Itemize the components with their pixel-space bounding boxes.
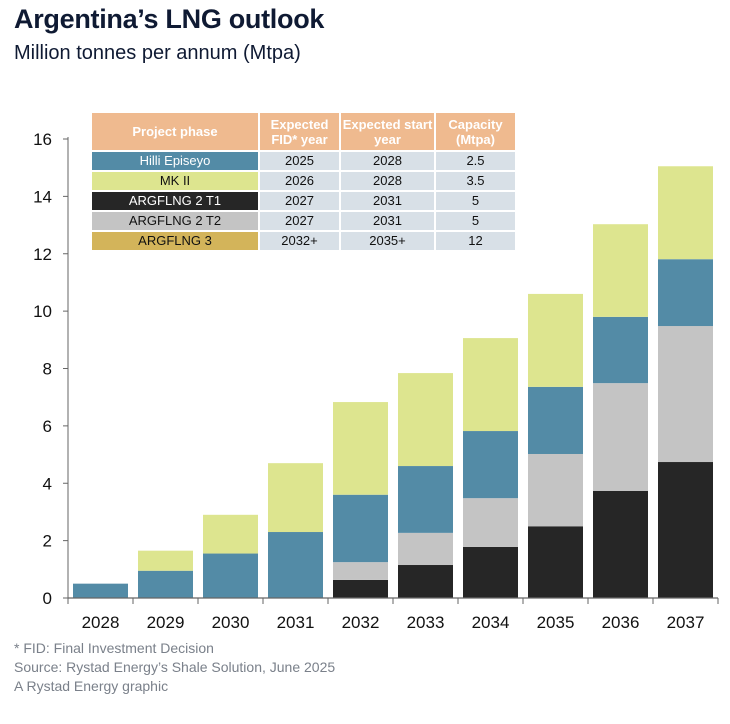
project-table: Project phase Expected FID* year Expecte… [90, 111, 517, 252]
cell-capacity: 5 [436, 192, 515, 210]
bar-segment-argflng-2-t2 [593, 383, 648, 491]
bar-segment-argflng-2-t1 [398, 565, 453, 598]
x-tick-label: 2029 [147, 613, 185, 632]
bar-segment-hilli-episeyo [138, 570, 193, 598]
y-tick-label: 2 [43, 532, 52, 551]
cell-project: ARGFLNG 2 T2 [92, 212, 258, 230]
x-tick-label: 2036 [602, 613, 640, 632]
chart-title: Argentina’s LNG outlook [14, 4, 325, 34]
cell-fid-year: 2026 [260, 172, 339, 190]
bar-segment-argflng-2-t2 [528, 453, 583, 527]
bar-segment-mk-ii [528, 293, 583, 387]
table-row: ARGFLNG 3 2032+ 2035+ 12 [92, 232, 515, 250]
x-tick-label: 2035 [537, 613, 575, 632]
x-tick-label: 2031 [277, 613, 315, 632]
y-tick-label: 0 [43, 589, 52, 608]
x-tick-label: 2028 [82, 613, 120, 632]
cell-start-year: 2028 [341, 152, 434, 170]
cell-project: MK II [92, 172, 258, 190]
table-row: ARGFLNG 2 T1 2027 2031 5 [92, 192, 515, 210]
cell-start-year: 2031 [341, 192, 434, 210]
bar-segment-hilli-episeyo [593, 316, 648, 384]
y-tick-label: 16 [33, 130, 52, 149]
cell-fid-year: 2032+ [260, 232, 339, 250]
header-capacity: Capacity (Mtpa) [436, 113, 515, 150]
bar-segment-argflng-2-t1 [463, 546, 518, 598]
bar-segment-argflng-2-t1 [658, 462, 713, 598]
x-tick-label: 2032 [342, 613, 380, 632]
cell-fid-year: 2025 [260, 152, 339, 170]
bar-segment-mk-ii [398, 373, 453, 467]
bar-segment-mk-ii [138, 550, 193, 571]
bar-segment-mk-ii [203, 514, 258, 554]
bar-segment-hilli-episeyo [398, 466, 453, 533]
bar-segment-mk-ii [463, 338, 518, 432]
bar-segment-hilli-episeyo [658, 259, 713, 327]
table-row: MK II 2026 2028 3.5 [92, 172, 515, 190]
cell-start-year: 2031 [341, 212, 434, 230]
bar-segment-hilli-episeyo [73, 583, 128, 598]
y-tick-label: 12 [33, 245, 52, 264]
footnote-source: Source: Rystad Energy’s Shale Solution, … [14, 659, 336, 675]
bar-segment-argflng-2-t1 [593, 490, 648, 598]
cell-capacity: 5 [436, 212, 515, 230]
x-tick-label: 2034 [472, 613, 510, 632]
cell-start-year: 2028 [341, 172, 434, 190]
bar-segment-hilli-episeyo [268, 532, 323, 598]
cell-capacity: 2.5 [436, 152, 515, 170]
y-tick-label: 10 [33, 302, 52, 321]
footnote-credit: A Rystad Energy graphic [14, 678, 169, 694]
cell-start-year: 2035+ [341, 232, 434, 250]
bar-segment-hilli-episeyo [203, 553, 258, 598]
bar-segment-mk-ii [593, 224, 648, 317]
x-tick-label: 2033 [407, 613, 445, 632]
bar-segment-argflng-2-t1 [333, 579, 388, 598]
header-fid-year: Expected FID* year [260, 113, 339, 150]
cell-project: ARGFLNG 2 T1 [92, 192, 258, 210]
y-tick-label: 14 [33, 187, 52, 206]
bar-segment-hilli-episeyo [333, 494, 388, 563]
cell-capacity: 12 [436, 232, 515, 250]
y-tick-label: 4 [43, 474, 52, 493]
bar-segment-mk-ii [333, 402, 388, 495]
bar-segment-mk-ii [268, 463, 323, 533]
header-start-year: Expected start year [341, 113, 434, 150]
y-tick-label: 8 [43, 360, 52, 379]
chart-subtitle: Million tonnes per annum (Mtpa) [14, 42, 301, 64]
bar-segment-argflng-2-t2 [398, 532, 453, 566]
x-tick-label: 2030 [212, 613, 250, 632]
cell-project: Hilli Episeyo [92, 152, 258, 170]
cell-capacity: 3.5 [436, 172, 515, 190]
bar-segment-argflng-2-t1 [528, 526, 583, 598]
footnote-fid: * FID: Final Investment Decision [14, 640, 214, 656]
cell-project: ARGFLNG 3 [92, 232, 258, 250]
cell-fid-year: 2027 [260, 192, 339, 210]
table-row: Hilli Episeyo 2025 2028 2.5 [92, 152, 515, 170]
x-tick-label: 2037 [667, 613, 705, 632]
bar-segment-argflng-2-t2 [333, 562, 388, 580]
bar-segment-hilli-episeyo [463, 431, 518, 499]
cell-fid-year: 2027 [260, 212, 339, 230]
bar-segment-argflng-2-t2 [658, 326, 713, 463]
header-project-phase: Project phase [92, 113, 258, 150]
table-row: ARGFLNG 2 T2 2027 2031 5 [92, 212, 515, 230]
y-tick-label: 6 [43, 417, 52, 436]
table-header-row: Project phase Expected FID* year Expecte… [92, 113, 515, 150]
bar-segment-argflng-2-t2 [463, 498, 518, 547]
bar-segment-hilli-episeyo [528, 386, 583, 454]
bar-segment-mk-ii [658, 166, 713, 260]
